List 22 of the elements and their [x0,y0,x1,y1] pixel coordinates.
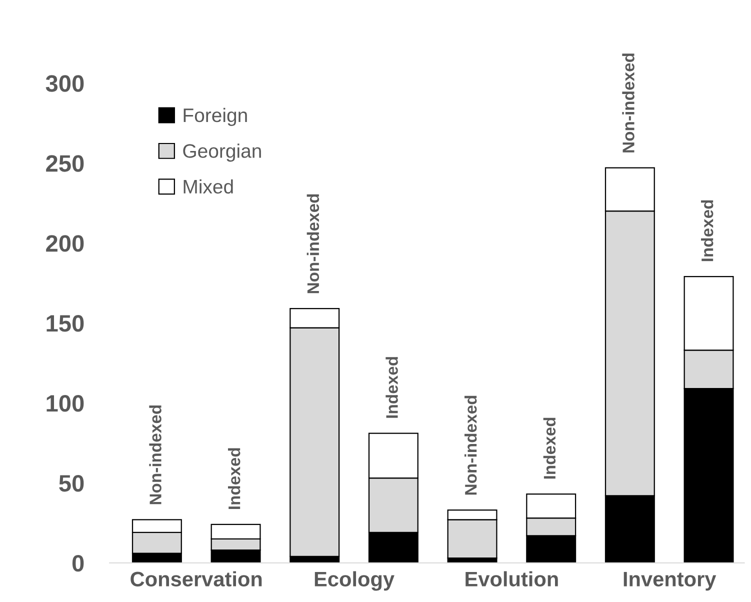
text: Evolution [466,571,558,587]
text: Ecology [314,571,394,591]
x-tick-label: Indexed [701,200,714,262]
x-tick-label: Indexed [543,418,556,479]
y-tick-label: 250 [46,155,84,172]
x-tick-label: Indexed [386,357,398,418]
legend-label: Georgian [183,144,261,162]
legend-label: Mixed [184,179,233,194]
legend-label: Foreign [184,108,247,126]
x-tick-label: Non-indexed [149,405,162,504]
x-tick-label: Indexed [228,448,240,509]
text: Inventory [624,572,716,591]
x-tick-label: Non-indexed [306,194,320,294]
y-tick-label: 100 [46,395,84,412]
y-tick-label: 200 [46,235,84,252]
x-tick-label: Non-indexed [622,54,634,152]
x-tick-label: Non-indexed [464,396,477,495]
y-tick-label: 150 [46,315,84,332]
y-tick-label: 0 [72,554,84,572]
y-tick-label: 300 [46,75,84,92]
y-tick-label: 50 [59,474,84,492]
text: Conservation [130,571,262,587]
